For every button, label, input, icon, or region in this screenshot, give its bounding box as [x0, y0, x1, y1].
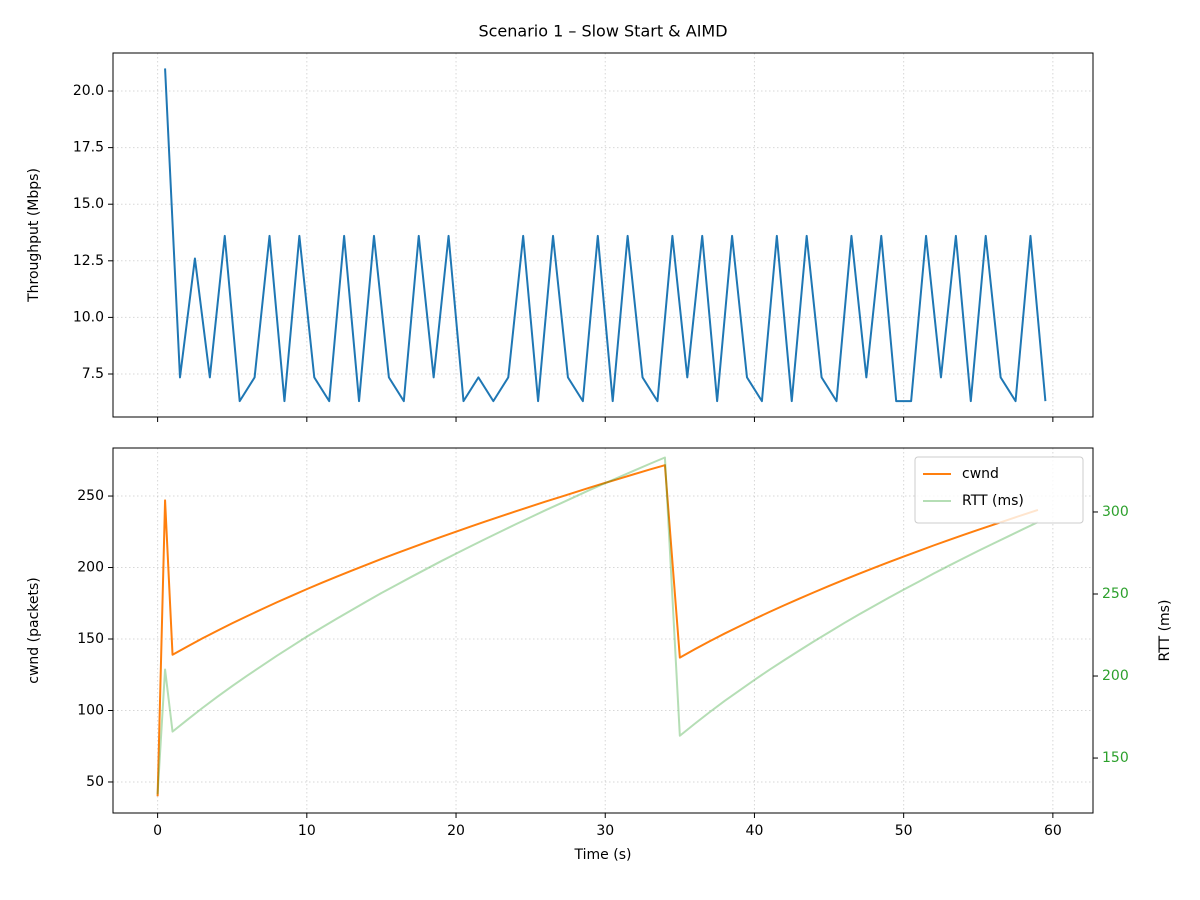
y2-tick-label: 150 [1102, 750, 1129, 766]
x-tick-label: 30 [596, 823, 614, 839]
axes-frame [112, 447, 1094, 814]
y-tick-label: 250 [77, 488, 104, 504]
y-axis-label: Throughput (Mbps) [26, 168, 42, 303]
y-tick-label: 10.0 [73, 309, 104, 325]
y2-tick-label: 300 [1102, 504, 1129, 520]
x-axis-label: Time (s) [574, 847, 632, 863]
y-tick-label: 20.0 [73, 83, 104, 99]
chart-title: Scenario 1 – Slow Start & AIMD [478, 22, 727, 41]
series-line [156, 464, 1039, 797]
x-tick-label: 50 [895, 823, 913, 839]
y-tick-label: 100 [77, 702, 104, 718]
axes-frame [112, 52, 1094, 418]
legend-label: cwnd [962, 466, 999, 482]
y-tick-label: 15.0 [73, 196, 104, 212]
y-tick-label: 7.5 [82, 366, 104, 382]
y-tick-label: 17.5 [73, 140, 104, 156]
x-tick-label: 0 [153, 823, 162, 839]
y-axis-label: cwnd (packets) [26, 577, 42, 683]
y-tick-label: 150 [77, 631, 104, 647]
x-tick-label: 10 [298, 823, 316, 839]
y2-tick-label: 250 [1102, 586, 1129, 602]
x-tick-label: 20 [447, 823, 465, 839]
series-line [164, 68, 1047, 403]
y2-axis-label: RTT (ms) [1157, 600, 1173, 662]
y-tick-label: 200 [77, 560, 104, 576]
x-tick-label: 60 [1044, 823, 1062, 839]
y-tick-label: 12.5 [73, 253, 104, 269]
y-tick-label: 50 [86, 774, 104, 790]
legend-label: RTT (ms) [962, 493, 1024, 509]
series-line [156, 456, 1039, 795]
y2-tick-label: 200 [1102, 668, 1129, 684]
legend-box [914, 456, 1084, 524]
x-tick-label: 40 [746, 823, 764, 839]
